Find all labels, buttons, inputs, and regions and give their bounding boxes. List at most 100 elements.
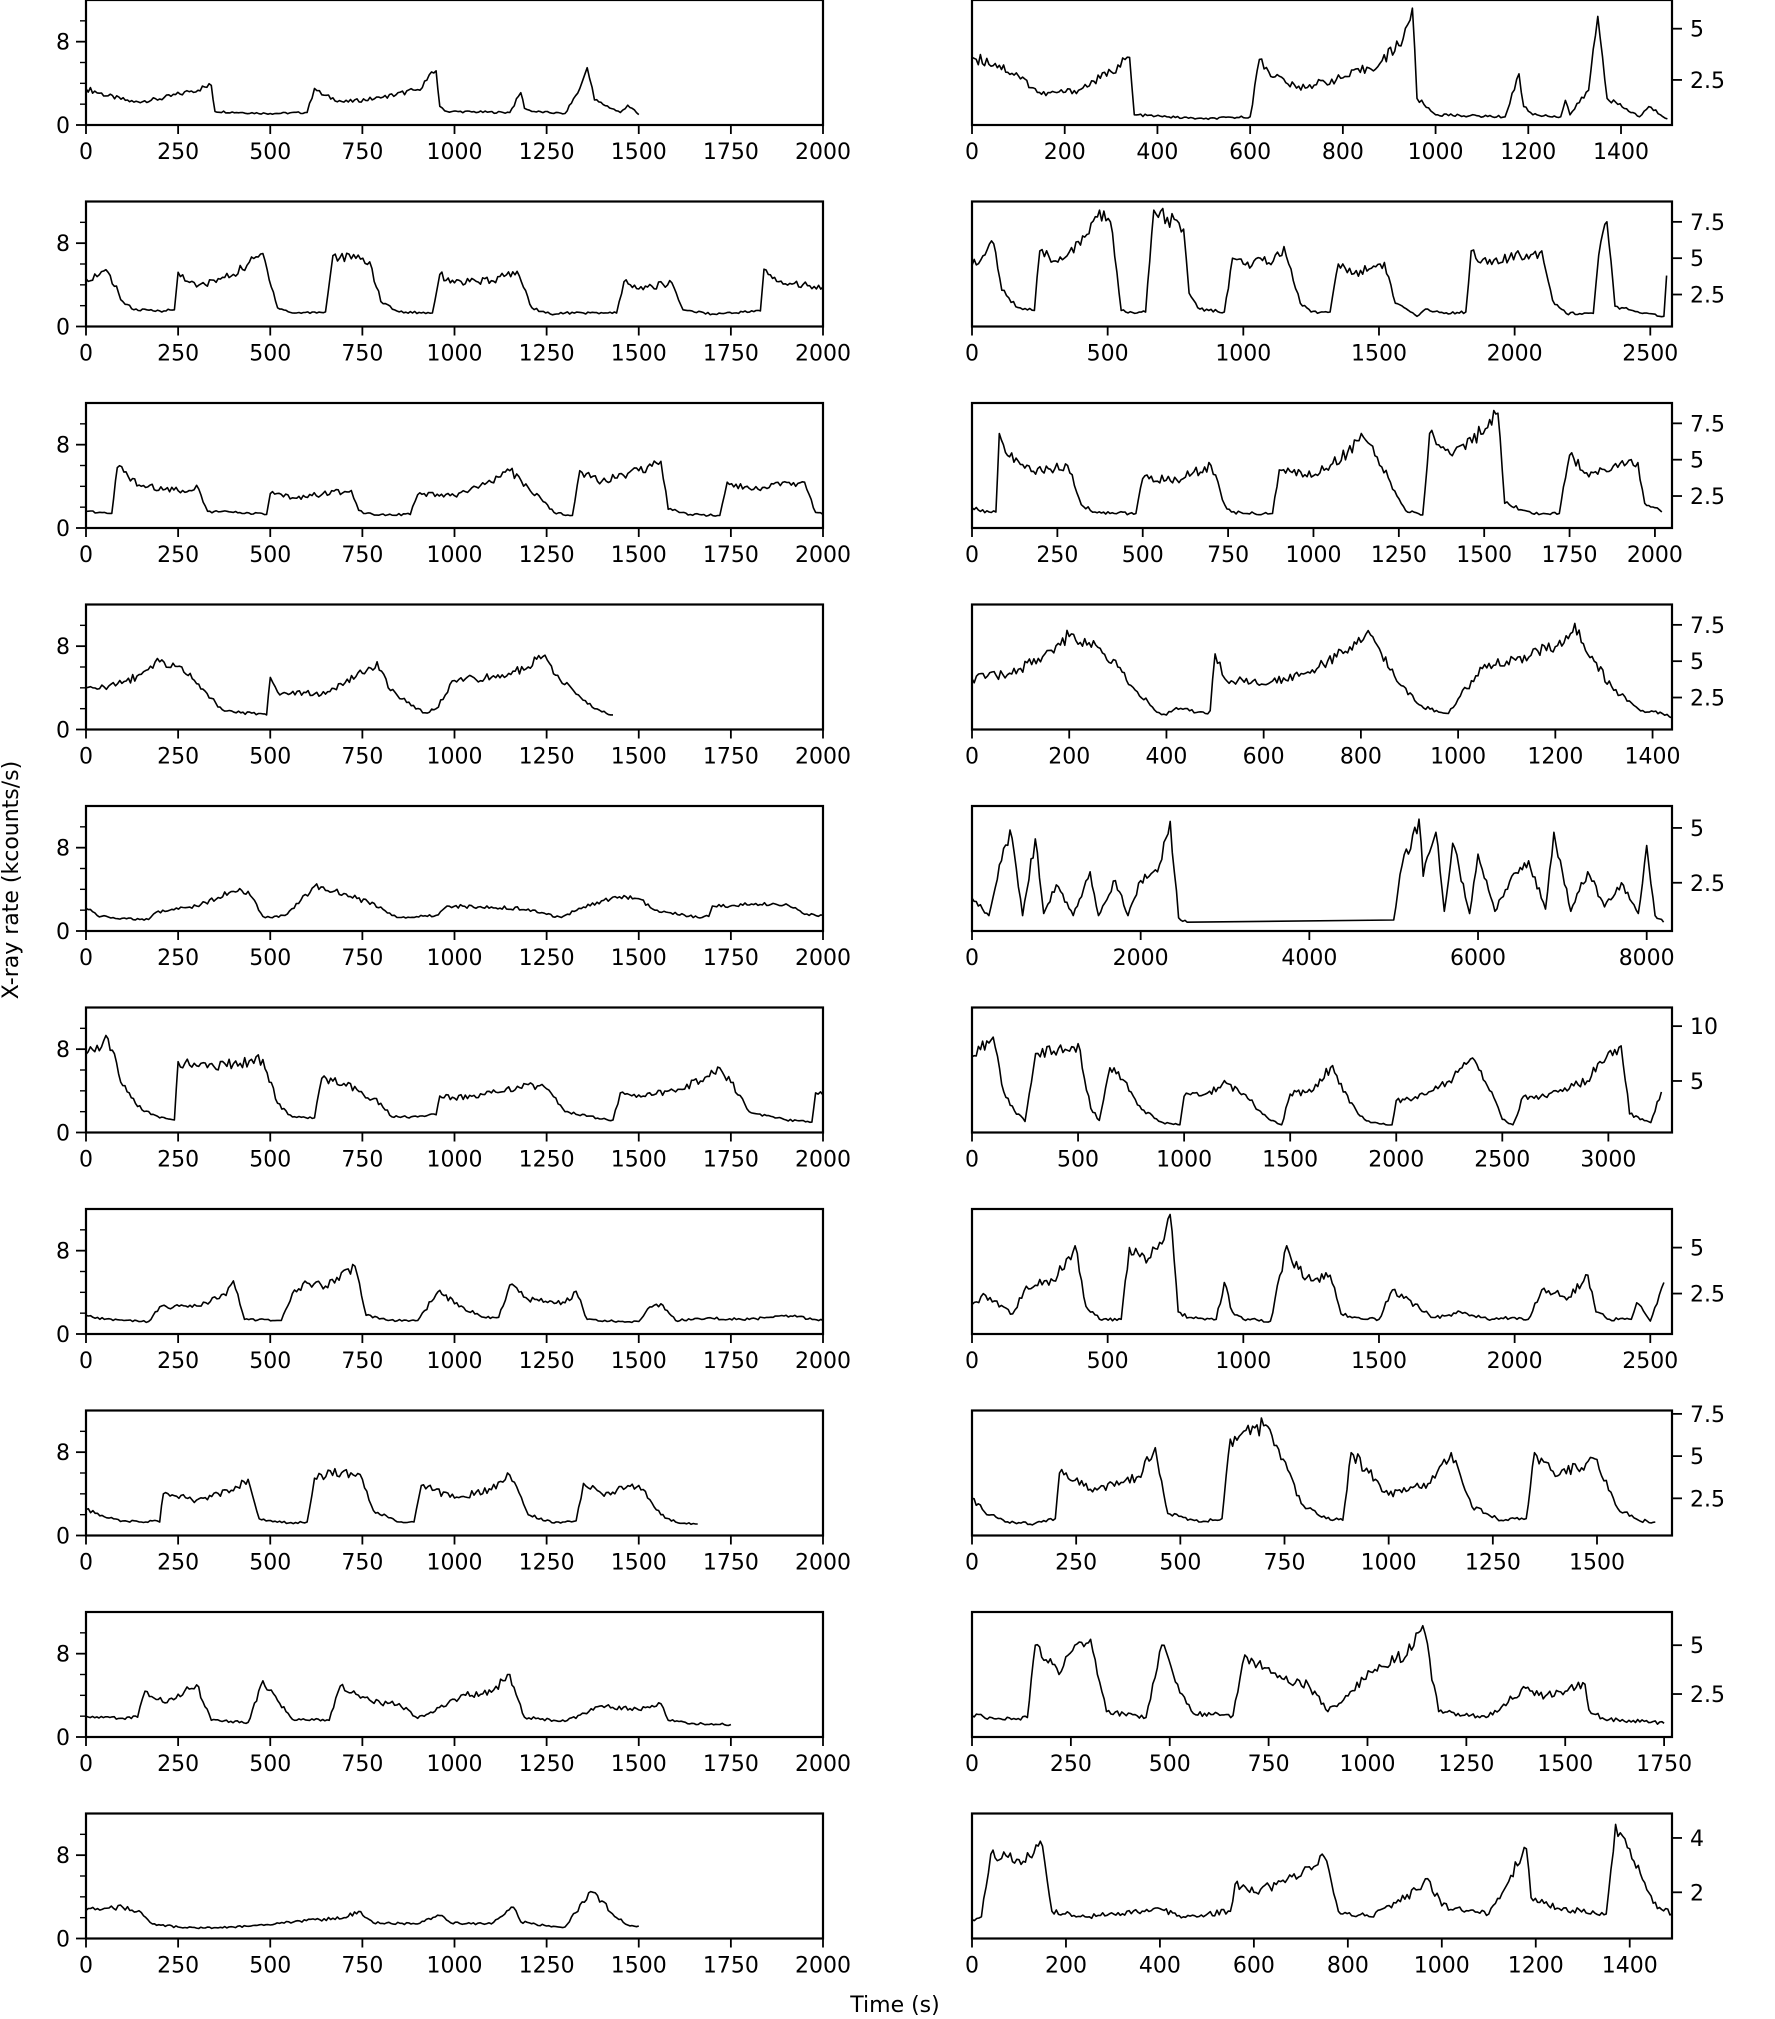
x-tick-label: 1250 xyxy=(519,745,575,770)
y-tick-label: 8 xyxy=(56,1643,70,1668)
x-axis-label: Time (s) xyxy=(849,1993,939,2018)
light-curve-line xyxy=(971,1036,1663,1126)
light-curve-line xyxy=(971,1417,1656,1526)
x-tick-label: 1500 xyxy=(1262,1148,1318,1173)
y-tick-label: 0 xyxy=(56,719,70,744)
x-tick-label: 4000 xyxy=(1281,946,1337,971)
x-tick-label: 0 xyxy=(965,1954,979,1979)
x-tick-label: 600 xyxy=(1233,1954,1275,1979)
y-tick-label: 8 xyxy=(56,635,70,660)
x-tick-label: 0 xyxy=(965,543,979,568)
x-tick-label: 1000 xyxy=(1215,1349,1271,1374)
x-tick-label: 800 xyxy=(1322,140,1364,165)
panel-1-right: 0 500 1000 1500 2000 2500 2.5 5 7.5 xyxy=(965,200,1725,367)
x-tick-label: 750 xyxy=(341,543,383,568)
x-tick-label: 0 xyxy=(79,1551,93,1576)
x-tick-label: 750 xyxy=(1264,1551,1306,1576)
x-tick-label: 1250 xyxy=(519,1752,575,1777)
x-tick-label: 500 xyxy=(249,543,291,568)
x-tick-label: 1250 xyxy=(519,342,575,367)
x-tick-label: 2000 xyxy=(1487,1349,1543,1374)
panel-5-right: 0 500 1000 1500 2000 2500 3000 5 10 xyxy=(965,1006,1718,1173)
y-tick-label: 0 xyxy=(56,1122,70,1147)
panel-frame xyxy=(970,603,1674,731)
x-tick-label: 1250 xyxy=(519,1954,575,1979)
x-tick-label: 1750 xyxy=(703,140,759,165)
panel-7-right: 0 250 500 750 1000 1250 1500 2.5 5 7.5 xyxy=(965,1403,1725,1576)
light-curve-line xyxy=(85,1890,640,1930)
x-tick-label: 1250 xyxy=(519,1148,575,1173)
y-tick-label: 7.5 xyxy=(1690,614,1725,639)
y-tick-label: 0 xyxy=(56,517,70,542)
x-tick-label: 3000 xyxy=(1580,1148,1636,1173)
y-tick-label: 0 xyxy=(56,1525,70,1550)
x-tick-label: 1000 xyxy=(1215,342,1271,367)
x-tick-label: 6000 xyxy=(1450,946,1506,971)
x-tick-label: 1400 xyxy=(1602,1954,1658,1979)
panel-frame xyxy=(84,0,825,127)
panel-6-left: 0 250 500 750 1000 1250 1500 1750 2000 0 8 xyxy=(56,1207,851,1374)
x-tick-label: 500 xyxy=(1087,1349,1129,1374)
x-tick-label: 2000 xyxy=(795,1752,851,1777)
x-tick-label: 1000 xyxy=(427,946,483,971)
x-tick-label: 1500 xyxy=(1537,1752,1593,1777)
x-tick-label: 1000 xyxy=(427,1954,483,1979)
x-tick-label: 1250 xyxy=(1371,543,1427,568)
light-curve-line xyxy=(85,66,640,116)
x-tick-label: 1000 xyxy=(1285,543,1341,568)
x-tick-label: 2000 xyxy=(795,946,851,971)
x-tick-label: 1200 xyxy=(1500,140,1556,165)
x-tick-label: 1000 xyxy=(427,1349,483,1374)
x-tick-label: 250 xyxy=(157,140,199,165)
panel-frame xyxy=(970,1610,1674,1739)
x-tick-label: 750 xyxy=(341,342,383,367)
x-tick-label: 1750 xyxy=(703,1752,759,1777)
x-tick-label: 0 xyxy=(79,140,93,165)
x-tick-label: 0 xyxy=(965,745,979,770)
y-tick-label: 8 xyxy=(56,1844,70,1869)
y-tick-label: 5 xyxy=(1690,1237,1704,1262)
x-tick-label: 2000 xyxy=(1487,342,1543,367)
light-curve-line xyxy=(85,252,824,316)
panel-9-left: 0 250 500 750 1000 1250 1500 1750 2000 0 8 xyxy=(56,1812,851,1979)
x-tick-label: 1250 xyxy=(1438,1752,1494,1777)
x-tick-label: 1500 xyxy=(1351,1349,1407,1374)
panel-frame xyxy=(970,1409,1674,1537)
panel-5-left: 0 250 500 750 1000 1250 1500 1750 2000 0 8 xyxy=(56,1006,851,1173)
panel-8-left: 0 250 500 750 1000 1250 1500 1750 2000 0 8 xyxy=(56,1610,851,1777)
x-tick-label: 750 xyxy=(341,1349,383,1374)
x-tick-label: 1000 xyxy=(427,1551,483,1576)
light-curve-line xyxy=(85,1467,698,1526)
y-axis-label: X-ray rate (kcounts/s) xyxy=(0,761,24,999)
x-tick-label: 250 xyxy=(157,946,199,971)
x-tick-label: 1500 xyxy=(611,1349,667,1374)
x-tick-label: 1500 xyxy=(1569,1551,1625,1576)
y-tick-label: 2.5 xyxy=(1690,69,1725,94)
x-tick-label: 1000 xyxy=(427,140,483,165)
y-tick-label: 0 xyxy=(56,114,70,139)
panel-frame xyxy=(970,200,1674,328)
x-tick-label: 1000 xyxy=(427,1148,483,1173)
x-tick-label: 1000 xyxy=(427,745,483,770)
y-tick-label: 5 xyxy=(1690,449,1704,474)
x-tick-label: 2000 xyxy=(795,745,851,770)
x-tick-label: 1400 xyxy=(1625,745,1681,770)
x-tick-label: 2000 xyxy=(795,1148,851,1173)
y-tick-label: 7.5 xyxy=(1690,1403,1725,1428)
panel-2-right: 0 250 500 750 1000 1250 1500 1750 2000 2.5 5 7.5 xyxy=(965,401,1725,568)
x-tick-label: 200 xyxy=(1048,745,1090,770)
x-tick-label: 2000 xyxy=(795,543,851,568)
x-tick-label: 2000 xyxy=(1113,946,1169,971)
x-tick-label: 500 xyxy=(1149,1752,1191,1777)
light-curve-line xyxy=(85,1673,732,1727)
x-tick-label: 1750 xyxy=(1542,543,1598,568)
x-tick-label: 1200 xyxy=(1508,1954,1564,1979)
x-tick-label: 1500 xyxy=(611,543,667,568)
light-curve-line xyxy=(971,207,1668,318)
y-tick-label: 8 xyxy=(56,1441,70,1466)
x-tick-label: 8000 xyxy=(1619,946,1675,971)
x-tick-label: 2500 xyxy=(1622,342,1678,367)
x-tick-label: 600 xyxy=(1229,140,1271,165)
